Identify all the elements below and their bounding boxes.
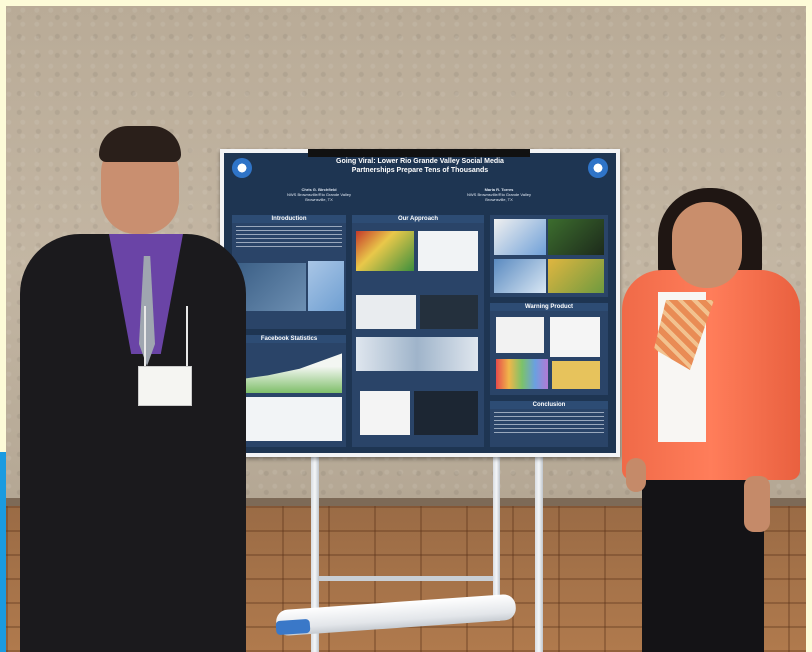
radar-thumbnail: [356, 231, 414, 271]
grid-thumbnail: [308, 261, 344, 311]
intro-panel: Introduction: [232, 215, 346, 329]
author-left: Chris G. Birchfield NWS Brownsville/Rio …: [244, 187, 394, 202]
poster-tube-cap: [275, 618, 311, 636]
poster-clip: [308, 149, 530, 157]
conclusion-text: [494, 412, 604, 434]
photo-thumbnail: [414, 391, 478, 435]
baseboard: [6, 498, 806, 508]
nws-logo-icon: [588, 158, 608, 178]
poster-title-line2: Partnerships Prepare Tens of Thousands: [351, 167, 489, 174]
forecast-thumbnail: [494, 219, 546, 255]
easel-leg: [493, 446, 500, 621]
facebook-stats-panel: Facebook Statistics: [232, 335, 346, 447]
approach-panel: Our Approach: [352, 215, 484, 447]
man-hair: [99, 126, 181, 162]
post-thumbnail: [356, 295, 416, 329]
table-thumbnail: [236, 397, 342, 441]
man-tie: [139, 256, 155, 366]
poster-title: Going Viral: Lower Rio Grande Valley Soc…: [224, 157, 616, 187]
intro-heading: Introduction: [232, 215, 346, 223]
intro-text: [236, 226, 342, 248]
approach-heading: Our Approach: [352, 215, 484, 223]
warning-text-thumbnail: [550, 317, 600, 357]
examples-panel: [490, 215, 608, 297]
blue-edge-strip: [0, 452, 6, 652]
satellite-thumbnail: [420, 295, 478, 329]
author-right: Maria R. Torres NWS Brownsville/Rio Gran…: [424, 187, 574, 202]
wind-thumbnail: [548, 259, 604, 293]
facebook-heading: Facebook Statistics: [232, 335, 346, 343]
author-right-loc: Brownsville, TX: [485, 197, 513, 202]
author-left-name: Chris G. Birchfield: [301, 187, 337, 192]
easel-crossbar: [319, 576, 493, 581]
timeline-thumbnail: [356, 337, 478, 371]
graphic-thumbnail: [418, 231, 478, 271]
conclusion-panel: Conclusion: [490, 401, 608, 447]
photo: Going Viral: Lower Rio Grande Valley Soc…: [6, 6, 806, 652]
author-left-loc: Brownsville, TX: [305, 197, 333, 202]
noaa-logo-icon: [232, 158, 252, 178]
research-poster: Going Viral: Lower Rio Grande Valley Soc…: [220, 149, 620, 457]
name-badge: [138, 366, 192, 406]
poster-title-line1: Going Viral: Lower Rio Grande Valley Soc…: [336, 158, 504, 165]
woman-face: [672, 202, 742, 288]
map-thumbnail: [236, 263, 306, 311]
author-right-name: Maria R. Torres: [484, 187, 514, 192]
conclusion-heading: Conclusion: [490, 401, 608, 409]
woman-hand: [744, 476, 770, 532]
flyer-thumbnail: [360, 391, 410, 435]
color-scale-thumbnail: [496, 359, 548, 389]
warning-panel: Warning Product: [490, 303, 608, 395]
author-left-org: NWS Brownsville/Rio Grande Valley: [287, 192, 351, 197]
warning-heading: Warning Product: [490, 303, 608, 311]
alert-thumbnail: [552, 361, 600, 389]
easel-leg: [311, 446, 319, 652]
storm-thumbnail: [548, 219, 604, 255]
warning-map-thumbnail: [496, 317, 544, 353]
woman-hand: [626, 458, 646, 492]
author-right-org: NWS Brownsville/Rio Grande Valley: [467, 192, 531, 197]
lanyard: [144, 306, 188, 368]
easel-leg: [535, 446, 543, 652]
growth-chart-thumbnail: [236, 353, 342, 393]
rain-thumbnail: [494, 259, 546, 293]
